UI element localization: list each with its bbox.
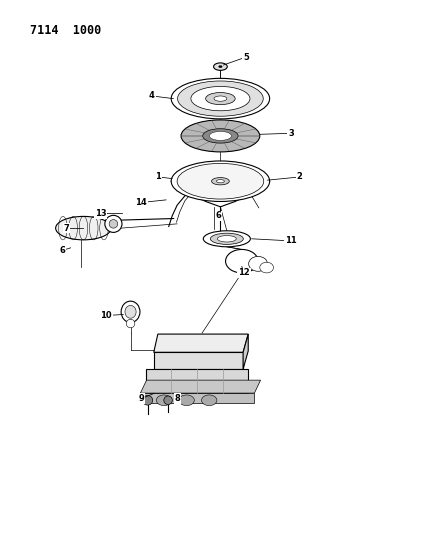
Ellipse shape: [177, 164, 264, 199]
Ellipse shape: [109, 220, 118, 228]
Text: 6: 6: [59, 246, 65, 255]
Ellipse shape: [121, 301, 140, 322]
Ellipse shape: [214, 63, 227, 70]
Polygon shape: [140, 380, 261, 393]
Ellipse shape: [203, 231, 250, 247]
Polygon shape: [140, 393, 254, 403]
Ellipse shape: [126, 319, 135, 328]
Ellipse shape: [210, 233, 243, 244]
Ellipse shape: [217, 180, 224, 183]
Text: 2: 2: [297, 173, 303, 181]
Text: 4: 4: [149, 92, 155, 100]
Text: 13: 13: [95, 209, 107, 217]
Polygon shape: [146, 369, 248, 393]
Text: 7: 7: [63, 224, 69, 232]
Ellipse shape: [171, 78, 270, 119]
Ellipse shape: [249, 256, 268, 271]
Text: 14: 14: [135, 198, 147, 207]
Ellipse shape: [209, 132, 232, 140]
Ellipse shape: [206, 93, 235, 104]
Text: 1: 1: [155, 173, 161, 181]
Text: 10: 10: [100, 311, 112, 320]
Ellipse shape: [181, 120, 260, 152]
Text: 6: 6: [215, 212, 221, 220]
Ellipse shape: [156, 395, 172, 406]
Text: 9: 9: [138, 394, 144, 403]
Ellipse shape: [191, 86, 250, 111]
Ellipse shape: [219, 66, 222, 68]
Ellipse shape: [105, 215, 122, 232]
Ellipse shape: [217, 236, 236, 242]
Ellipse shape: [203, 129, 238, 143]
Ellipse shape: [125, 305, 136, 318]
Ellipse shape: [179, 395, 194, 406]
Ellipse shape: [211, 177, 229, 185]
Ellipse shape: [143, 395, 153, 405]
Polygon shape: [154, 334, 248, 352]
Ellipse shape: [260, 262, 273, 273]
Ellipse shape: [56, 216, 111, 240]
Text: 7114  1000: 7114 1000: [30, 24, 101, 37]
Text: 3: 3: [288, 129, 294, 138]
Text: 8: 8: [175, 394, 181, 403]
Ellipse shape: [171, 161, 270, 201]
Polygon shape: [154, 352, 243, 369]
Ellipse shape: [214, 96, 227, 101]
Polygon shape: [243, 334, 248, 369]
Ellipse shape: [178, 81, 263, 116]
Text: 11: 11: [285, 237, 297, 245]
Text: 5: 5: [243, 53, 249, 61]
Ellipse shape: [202, 395, 217, 406]
Ellipse shape: [226, 249, 258, 273]
Text: 12: 12: [238, 269, 250, 277]
Ellipse shape: [164, 396, 172, 405]
